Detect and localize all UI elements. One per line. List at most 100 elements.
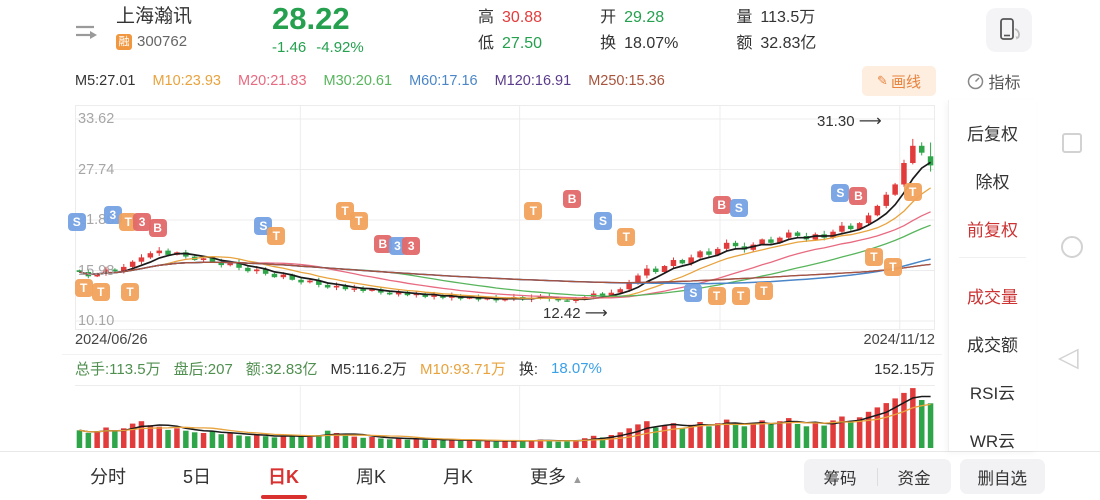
price-block: 28.22 -1.46 -4.92%	[272, 0, 374, 56]
price-change-pct: -4.92%	[316, 39, 364, 56]
volume-stat-2: 额:32.83亿	[245, 361, 318, 378]
stat-label-low: 低	[478, 35, 495, 52]
trade-badge-S: S	[594, 212, 613, 230]
funds-button[interactable]: 资金	[897, 469, 931, 488]
stat-value-amount: 32.83亿	[760, 35, 817, 52]
stat-value-open: 29.28	[624, 9, 665, 26]
trade-badge-T: T	[121, 283, 140, 301]
draw-line-label: 画线	[890, 73, 921, 91]
trade-badge-T: T	[903, 183, 922, 201]
pencil-icon: ✎	[877, 73, 888, 88]
trade-badge-T: T	[524, 202, 543, 220]
ma-value-6: M250:15.36	[588, 73, 665, 89]
volume-chart-svg	[75, 385, 935, 449]
volume-stats-row: 总手:113.5万 盘后:207 额:32.83亿 M5:116.2万 M10:93.7…	[62, 354, 942, 382]
draw-line-button[interactable]: ✎ 画线	[862, 66, 936, 96]
chips-button[interactable]: 筹码	[823, 469, 857, 488]
trade-badge-T: T	[754, 282, 773, 300]
volume-stat-6: 18.07%	[551, 360, 602, 377]
y-tick-15.98: 15.98	[78, 262, 115, 279]
tab-月K[interactable]: 月K	[443, 467, 474, 487]
trade-badge-T: T	[707, 287, 726, 305]
sidebar-item-成交额[interactable]: 成交额	[967, 335, 1018, 355]
trade-badge-3: 3	[103, 206, 122, 224]
ma-value-4: M60:17.16	[409, 73, 478, 89]
trade-badge-T: T	[119, 213, 138, 231]
trade-badge-S: S	[729, 199, 748, 217]
chips-funds-pill: 筹码 资金	[803, 459, 951, 494]
volume-chart[interactable]	[75, 385, 935, 449]
tab-日K[interactable]: 日K	[266, 453, 301, 499]
price-chart-svg	[75, 105, 935, 330]
end-date-label: 2024/11/12	[863, 332, 936, 348]
price-change: -1.46	[272, 39, 307, 56]
trade-badge-T: T	[74, 279, 93, 297]
trade-badge-3: 3	[388, 237, 407, 255]
y-tick-27.74: 27.74	[78, 161, 115, 178]
top-info-bar: 上海瀚讯 融 300762 28.22 -1.46 -4.92% 高 30.88 低…	[0, 0, 1100, 60]
trade-badge-3: 3	[133, 213, 152, 231]
sidebar-item-前复权[interactable]: 前复权	[967, 220, 1018, 240]
gauge-icon	[968, 73, 984, 89]
right-arrow-icon: ⟶	[584, 305, 608, 322]
trade-badge-B: B	[148, 219, 167, 237]
stat-value-turnover: 18.07%	[624, 35, 679, 52]
trade-badge-B: B	[712, 196, 731, 214]
trade-badge-T: T	[91, 283, 110, 301]
sidebar-item-RSI云[interactable]: RSI云	[969, 383, 1016, 403]
trade-badge-B: B	[373, 235, 392, 253]
volume-max-label: 152.15万	[874, 361, 935, 378]
indicator-menu-button[interactable]: 指标	[952, 68, 1036, 94]
indicator-side-panel: 后复权除权前复权成交量成交额 RSI云 WR云	[948, 100, 1036, 451]
volume-stat-0: 总手:113.5万	[75, 361, 161, 378]
trade-badge-3: 3	[402, 237, 421, 255]
trade-badge-T: T	[267, 227, 286, 245]
caret-up-icon: ▲	[572, 474, 583, 486]
tab-5日[interactable]: 5日	[183, 467, 212, 487]
ma-value-0: M5:27.01	[75, 73, 136, 89]
stat-label-volume: 量	[736, 9, 753, 26]
tab-分时[interactable]: 分时	[90, 467, 126, 487]
android-home-button[interactable]	[1061, 236, 1083, 258]
right-arrow-icon: ⟶	[858, 113, 882, 130]
rotate-screen-button[interactable]	[986, 8, 1032, 52]
tab-周K[interactable]: 周K	[356, 467, 387, 487]
stat-label-turnover: 换	[600, 35, 617, 52]
ma-value-2: M20:21.83	[238, 73, 307, 89]
stock-switch-icon[interactable]	[74, 20, 100, 42]
sidebar-item-成交量[interactable]: 成交量	[967, 287, 1018, 307]
trade-badge-S: S	[684, 284, 703, 302]
stat-label-open: 开	[600, 9, 617, 26]
x-axis-dates: 2024/06/26 2024/11/12	[75, 332, 935, 352]
stock-identity: 上海瀚讯 融 300762	[116, 4, 192, 50]
ma-value-5: M120:16.91	[494, 73, 572, 89]
sidebar-item-除权[interactable]: 除权	[975, 172, 1010, 192]
margin-trading-badge: 融	[116, 33, 132, 50]
y-tick-33.62: 33.62	[78, 111, 115, 127]
ma-value-3: M30:20.61	[323, 73, 393, 89]
tab-更多[interactable]: 更多 ▲	[530, 467, 583, 487]
high-price-annotation: 31.30 ⟶	[817, 113, 882, 130]
android-back-button[interactable]: ◁	[1058, 342, 1079, 372]
quote-stats: 高 30.88 低 27.50 开 29.28 换 18.07% 量 113.5万 额 32…	[478, 6, 874, 58]
low-price-annotation: 12.42 ⟶	[543, 305, 608, 322]
rotate-phone-icon	[1000, 18, 1020, 40]
y-tick-10.1: 10.10	[78, 313, 115, 329]
stat-value-high: 30.88	[502, 9, 543, 26]
sidebar-item-WR云[interactable]: WR云	[969, 431, 1016, 451]
trade-badge-T: T	[883, 258, 902, 276]
stock-name: 上海瀚讯	[116, 6, 193, 27]
volume-stat-3: M5:116.2万	[330, 361, 407, 378]
start-date-label: 2024/06/26	[75, 332, 148, 348]
remove-watchlist-button[interactable]: 删自选	[959, 459, 1045, 494]
trade-badge-S: S	[831, 184, 850, 202]
volume-stat-4: M10:93.71万	[419, 361, 506, 378]
sidebar-item-后复权[interactable]: 后复权	[967, 124, 1018, 144]
trade-badge-S: S	[67, 213, 86, 231]
sidebar-divider	[959, 257, 1026, 258]
android-recents-button[interactable]	[1062, 133, 1082, 153]
trade-badge-T: T	[336, 202, 355, 220]
trade-badge-T: T	[864, 248, 883, 266]
